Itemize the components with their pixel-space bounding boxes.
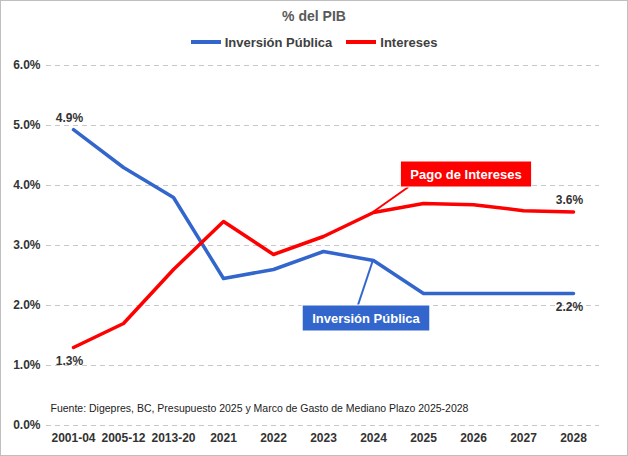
svg-text:5.0%: 5.0%	[13, 118, 41, 132]
svg-text:4.0%: 4.0%	[13, 178, 41, 192]
svg-text:Inversión Pública: Inversión Pública	[312, 311, 420, 326]
svg-text:2028: 2028	[560, 431, 587, 445]
svg-text:2027: 2027	[510, 431, 537, 445]
svg-text:2025: 2025	[410, 431, 437, 445]
svg-text:2024: 2024	[360, 431, 387, 445]
svg-text:1.0%: 1.0%	[13, 358, 41, 372]
html-text:Intereses: Intereses	[380, 34, 438, 50]
svg-text:6.0%: 6.0%	[13, 58, 41, 72]
html-text:Inversión Pública: Inversión Pública	[224, 34, 333, 50]
svg-text:2022: 2022	[260, 431, 287, 445]
svg-text:2005-12: 2005-12	[101, 431, 145, 445]
svg-text:2026: 2026	[460, 431, 487, 445]
svg-text:Pago de Intereses: Pago de Intereses	[410, 167, 521, 182]
svg-text:2013-20: 2013-20	[151, 431, 195, 445]
svg-text:2001-04: 2001-04	[51, 431, 95, 445]
svg-text:2021: 2021	[210, 431, 237, 445]
svg-text:3.0%: 3.0%	[13, 238, 41, 252]
svg-text:1.3%: 1.3%	[56, 354, 84, 368]
svg-text:4.9%: 4.9%	[56, 111, 84, 125]
svg-text:Fuente: Digepres, BC, Presupue: Fuente: Digepres, BC, Presupuesto 2025 y…	[51, 402, 469, 414]
html-text:% del PIB: % del PIB	[282, 8, 346, 24]
svg-text:2.0%: 2.0%	[13, 298, 41, 312]
svg-text:2.2%: 2.2%	[556, 300, 584, 314]
svg-text:2023: 2023	[310, 431, 337, 445]
svg-text:3.6%: 3.6%	[556, 193, 584, 207]
svg-text:0.0%: 0.0%	[13, 418, 41, 432]
